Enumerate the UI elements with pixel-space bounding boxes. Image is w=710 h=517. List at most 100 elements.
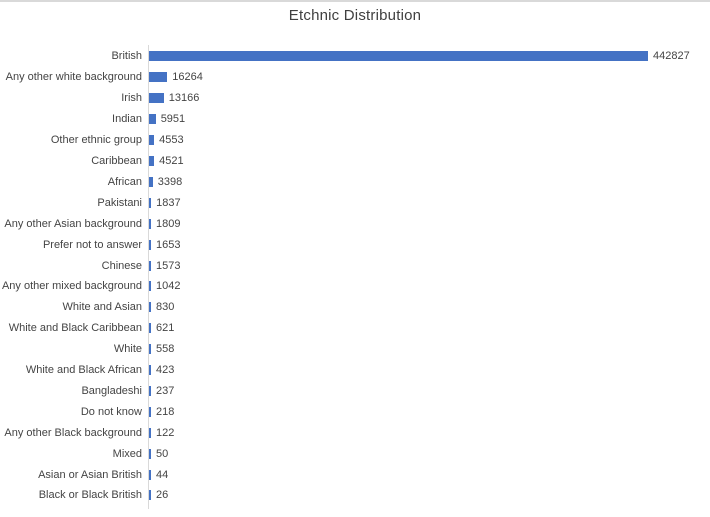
bar-area: 1809 (149, 218, 710, 230)
value-label: 4553 (159, 134, 184, 147)
chart-row: Caribbean 4521 (0, 151, 710, 172)
value-label: 558 (156, 343, 175, 356)
chart-row: Chinese 1573 (0, 255, 710, 276)
value-label: 218 (156, 405, 175, 418)
value-label: 1837 (156, 196, 181, 209)
chart-row: Irish 13166 (0, 88, 710, 109)
bar (149, 365, 151, 376)
bar (149, 176, 153, 187)
category-label: Any other Asian background (4, 217, 142, 230)
bar-area: 1042 (149, 280, 710, 292)
category-label: African (107, 175, 142, 188)
value-label: 830 (156, 301, 175, 314)
bar (149, 323, 151, 334)
bar-area: 122 (149, 427, 710, 439)
bar-area: 4553 (149, 134, 710, 146)
category-label: Any other Black background (4, 426, 142, 439)
category-label: Prefer not to answer (42, 238, 142, 251)
bar (149, 344, 151, 355)
value-label: 26 (156, 489, 169, 502)
bar (149, 490, 151, 501)
chart-row: Any other white background 16264 (0, 67, 710, 88)
chart-row: Any other Asian background 1809 (0, 213, 710, 234)
chart-row: Any other mixed background 1042 (0, 276, 710, 297)
bar-area: 1653 (149, 239, 710, 251)
category-axis-line (148, 45, 149, 509)
bar (149, 302, 151, 313)
value-label: 237 (156, 384, 175, 397)
chart-row: White 558 (0, 339, 710, 360)
bar-area: 26 (149, 489, 710, 501)
chart-row: White and Asian 830 (0, 297, 710, 318)
bar (149, 239, 151, 250)
value-label: 621 (156, 322, 175, 335)
value-label: 4521 (159, 154, 184, 167)
bar (149, 135, 155, 146)
bar-area: 5951 (149, 113, 710, 125)
category-label: British (111, 50, 142, 63)
chart-row: Prefer not to answer 1653 (0, 234, 710, 255)
bar-area: 237 (149, 385, 710, 397)
bar (149, 51, 648, 62)
value-label: 3398 (157, 175, 183, 188)
bar (149, 218, 151, 229)
category-label: White and Black Caribbean (8, 322, 142, 335)
bar (149, 448, 151, 459)
category-label: Indian (112, 113, 142, 126)
value-label: 16264 (172, 71, 203, 84)
bar (149, 385, 151, 396)
value-label: 423 (156, 364, 175, 377)
value-label: 44 (156, 468, 169, 481)
chart-row: Asian or Asian British 44 (0, 464, 710, 485)
bar-area: 218 (149, 406, 710, 418)
bar-area: 423 (149, 364, 710, 376)
bar-area: 44 (149, 469, 710, 481)
value-label: 1573 (156, 259, 181, 272)
bar-area: 621 (149, 322, 710, 334)
category-label: Irish (121, 92, 142, 105)
bar (149, 406, 151, 417)
category-label: Do not know (80, 405, 142, 418)
category-label: White and Black African (25, 364, 142, 377)
value-label: 13166 (168, 92, 200, 105)
bar-area: 4521 (149, 155, 710, 167)
chart-row: African 3398 (0, 171, 710, 192)
plot-area: British 442827 Any other white background 1… (0, 45, 710, 509)
category-label: Mixed (112, 447, 142, 460)
value-label: 122 (156, 426, 175, 439)
chart-title: Etchnic Distribution (288, 7, 422, 24)
chart-row: British 442827 (0, 46, 710, 67)
bar-area: 50 (149, 448, 710, 460)
value-label: 442827 (653, 50, 690, 63)
bar-area: 16264 (149, 71, 710, 83)
chart-row: Pakistani 1837 (0, 192, 710, 213)
chart-row: Mixed 50 (0, 443, 710, 464)
chart-row: Black or Black British 26 (0, 485, 710, 506)
category-label: Black or Black British (38, 489, 142, 502)
bar (149, 281, 151, 292)
category-label: Other ethnic group (50, 134, 142, 147)
rows-container: British 442827 Any other white background 1… (0, 46, 710, 506)
bar (149, 114, 156, 125)
chart-row: Do not know 218 (0, 401, 710, 422)
category-label: Any other mixed background (1, 280, 142, 293)
bar (149, 93, 164, 104)
chart-row: Bangladeshi 237 (0, 381, 710, 402)
value-label: 5951 (160, 113, 186, 126)
value-label: 1042 (156, 280, 181, 293)
bar (149, 260, 151, 271)
bar (149, 197, 152, 208)
category-label: Caribbean (91, 154, 142, 167)
chart-row: Any other Black background 122 (0, 422, 710, 443)
bar-area: 3398 (149, 176, 710, 188)
category-label: White and Asian (62, 301, 143, 314)
bar-area: 13166 (149, 92, 710, 104)
bar-area: 1837 (149, 197, 710, 209)
bar-area: 830 (149, 301, 710, 313)
chart-row: Indian 5951 (0, 109, 710, 130)
bar (149, 427, 151, 438)
category-label: Asian or Asian British (38, 468, 142, 481)
chart-row: Other ethnic group 4553 (0, 130, 710, 151)
category-label: Bangladeshi (81, 384, 142, 397)
